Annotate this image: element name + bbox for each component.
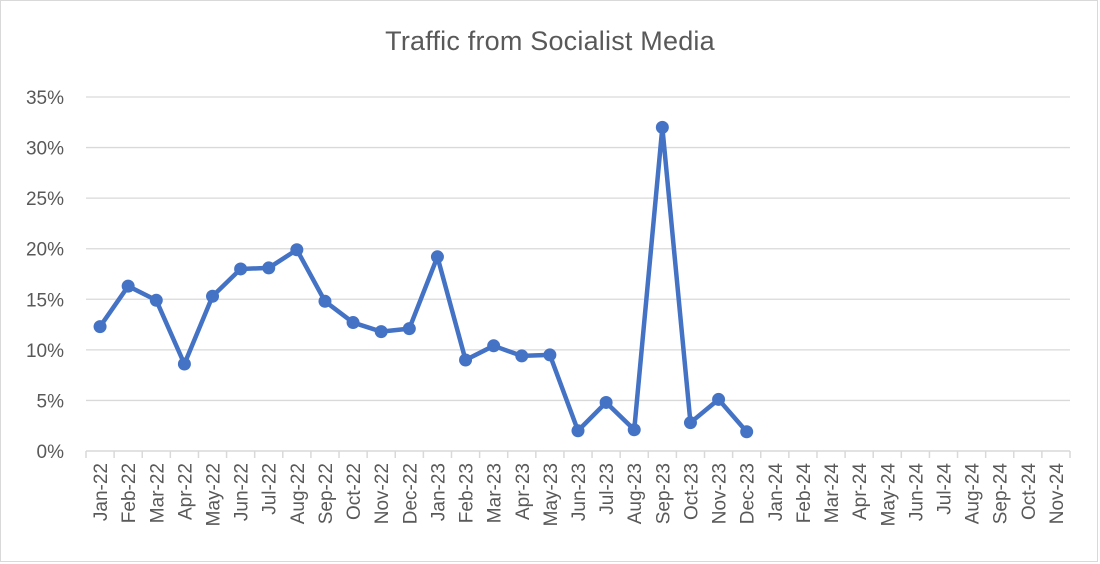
x-tick-label: Mar-24 <box>822 463 843 524</box>
data-point <box>571 424 585 438</box>
y-tick-label: 0% <box>37 442 65 463</box>
data-point <box>627 423 641 437</box>
x-tick-label: Aug-23 <box>625 463 646 524</box>
x-tick-label: Jan-22 <box>91 463 112 521</box>
x-tick-label: Jun-22 <box>232 463 253 521</box>
data-point <box>346 316 360 330</box>
y-tick-label: 25% <box>26 189 64 210</box>
x-tick-label: Aug-22 <box>288 463 309 524</box>
y-tick-label: 35% <box>26 88 64 109</box>
x-tick-label: Jan-24 <box>766 463 787 522</box>
x-tick-label: Nov-24 <box>1047 463 1068 525</box>
x-tick-label: Jul-23 <box>597 463 618 515</box>
y-tick-label: 20% <box>26 240 64 261</box>
data-point <box>430 250 444 264</box>
y-axis-tick-labels: 0% 5% 10% 15% 20% 25% 30% 35% <box>26 88 64 463</box>
x-tick-label: Apr-23 <box>513 463 534 520</box>
data-point <box>290 243 304 257</box>
data-point <box>599 395 613 409</box>
x-tick-label: Feb-23 <box>457 463 478 523</box>
x-tick-label: Feb-22 <box>119 463 140 523</box>
data-point <box>459 353 473 367</box>
x-tick-label: Jun-24 <box>906 463 927 522</box>
data-point <box>149 293 163 307</box>
y-tick-label: 15% <box>26 290 64 311</box>
data-point <box>121 279 135 293</box>
gridlines <box>86 96 1070 402</box>
x-axis-tick-labels: Jan-22 Feb-22 Mar-22 Apr-22 May-22 Jun-22 Jul-… <box>91 463 1068 527</box>
data-point <box>543 348 557 362</box>
data-point <box>683 416 697 430</box>
data-point <box>515 349 529 363</box>
data-point <box>177 357 191 371</box>
x-tick-label: May-22 <box>204 463 225 526</box>
data-point <box>234 262 248 276</box>
y-tick-label: 30% <box>26 139 64 160</box>
x-tick-label: Oct-24 <box>1019 463 1040 520</box>
data-point <box>206 289 220 303</box>
x-tick-label: Jan-23 <box>428 463 449 521</box>
x-tick-label: Sep-24 <box>991 463 1012 525</box>
x-tick-label: Dec-22 <box>400 463 421 524</box>
x-tick-label: Oct-22 <box>344 463 365 520</box>
x-tick-label: Mar-22 <box>147 463 168 523</box>
data-point <box>318 294 332 308</box>
x-axis <box>85 450 1071 458</box>
x-tick-label: Nov-22 <box>372 463 393 524</box>
x-tick-label: Oct-23 <box>681 463 702 520</box>
x-tick-label: Apr-22 <box>175 463 196 520</box>
x-tick-label: Apr-24 <box>850 463 871 520</box>
data-point <box>712 392 726 406</box>
y-tick-label: 10% <box>26 341 64 362</box>
y-tick-label: 5% <box>37 391 65 412</box>
data-point <box>374 325 388 339</box>
x-tick-label: Aug-24 <box>963 463 984 525</box>
x-tick-label: Mar-23 <box>485 463 506 523</box>
x-tick-label: Dec-23 <box>738 463 759 524</box>
series-line <box>97 125 749 435</box>
data-point <box>402 322 416 336</box>
x-tick-label: Nov-23 <box>710 463 731 524</box>
series-layer <box>93 120 754 439</box>
x-tick-label: Jun-23 <box>569 463 590 521</box>
data-point <box>655 120 669 134</box>
x-tick-label: Jul-24 <box>934 463 955 515</box>
x-tick-label: Sep-23 <box>653 463 674 524</box>
x-tick-label: May-23 <box>541 463 562 526</box>
data-point <box>262 261 276 275</box>
x-tick-label: Feb-24 <box>794 463 815 524</box>
x-tick-label: Sep-22 <box>316 463 337 524</box>
chart-title: Traffic from Socialist Media <box>385 26 715 56</box>
data-point <box>487 339 501 353</box>
data-point <box>740 425 754 439</box>
data-point <box>93 320 107 334</box>
x-tick-label: Jul-22 <box>260 463 281 515</box>
x-tick-label: May-24 <box>878 463 899 527</box>
